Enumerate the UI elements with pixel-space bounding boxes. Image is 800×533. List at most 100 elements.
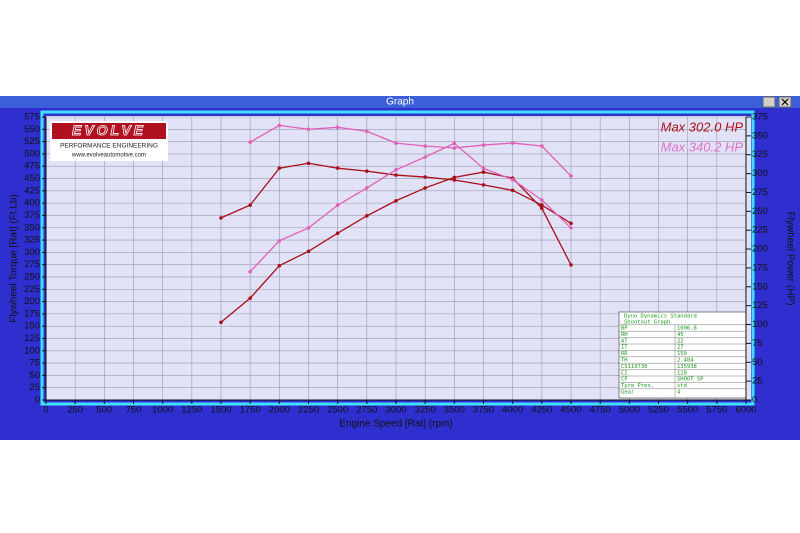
table-cell: CI bbox=[621, 370, 628, 376]
y2-tick-label: 0 bbox=[752, 395, 757, 406]
y-tick-label: 275 bbox=[24, 259, 40, 270]
point bbox=[394, 173, 398, 177]
table-cell: CS110730 bbox=[621, 364, 648, 370]
point bbox=[569, 263, 573, 267]
point bbox=[335, 203, 340, 208]
annotation: Max 302.0 HP bbox=[661, 119, 744, 134]
table-cell: 135938 bbox=[677, 364, 697, 370]
y-tick-label: 100 bbox=[24, 345, 40, 356]
y2-tick-label: 175 bbox=[752, 262, 768, 273]
point bbox=[540, 206, 544, 211]
point bbox=[365, 214, 369, 218]
point bbox=[219, 216, 223, 220]
logo-badge bbox=[52, 123, 166, 139]
y-tick-label: 450 bbox=[24, 173, 40, 184]
point bbox=[365, 169, 369, 173]
y-tick-label: 425 bbox=[24, 185, 40, 196]
point bbox=[219, 320, 223, 325]
table-cell: RH bbox=[621, 332, 628, 338]
y-tick-label: 350 bbox=[24, 222, 40, 233]
title-bar bbox=[0, 96, 800, 108]
x-tick-label: 750 bbox=[126, 405, 142, 416]
x-tick-label: 3500 bbox=[444, 405, 465, 416]
point bbox=[423, 144, 427, 148]
y2-tick-label: 350 bbox=[752, 130, 768, 141]
table-cell: std bbox=[677, 383, 687, 389]
y-tick-label: 575 bbox=[24, 112, 40, 123]
x-tick-label: 5000 bbox=[619, 405, 640, 416]
y-tick-label: 225 bbox=[24, 284, 40, 295]
restore-button[interactable] bbox=[762, 96, 776, 108]
y2-tick-label: 250 bbox=[752, 206, 768, 217]
point bbox=[510, 177, 515, 182]
y2-tick-label: 200 bbox=[752, 244, 768, 255]
table-cell: CF bbox=[621, 377, 628, 383]
table-cell: 1006.8 bbox=[677, 326, 697, 332]
logo-url: www.evolveautomotive.com bbox=[71, 153, 146, 159]
x-tick-label: 4500 bbox=[560, 405, 581, 416]
y-tick-label: 300 bbox=[24, 247, 40, 258]
x-tick-label: 3250 bbox=[415, 405, 436, 416]
y-tick-label: 200 bbox=[24, 296, 40, 307]
point bbox=[452, 141, 457, 146]
table-cell: TH bbox=[621, 358, 628, 364]
x-tick-label: 2750 bbox=[356, 405, 377, 416]
y-tick-label: 175 bbox=[24, 308, 40, 319]
table-title: Shootout Graph bbox=[624, 320, 670, 326]
x-tick-label: 2250 bbox=[298, 405, 319, 416]
y-tick-label: 250 bbox=[24, 271, 40, 282]
point bbox=[510, 188, 515, 193]
y-tick-label: 150 bbox=[24, 321, 40, 332]
point bbox=[540, 198, 544, 202]
table-cell: 150 bbox=[677, 351, 687, 357]
table-cell: Tyre Pres. bbox=[621, 383, 654, 389]
series-line bbox=[249, 142, 572, 273]
table-title: Dyno Dynamics Standard bbox=[624, 314, 697, 320]
annotation: Max 340.2 HP bbox=[661, 139, 744, 154]
y-tick-label: 475 bbox=[24, 161, 40, 172]
x-tick-label: 1000 bbox=[152, 405, 173, 416]
point bbox=[335, 125, 340, 130]
point bbox=[394, 168, 398, 172]
x-tick-label: 250 bbox=[67, 405, 83, 416]
x-tick-label: 4750 bbox=[590, 405, 611, 416]
plot-border bbox=[40, 110, 755, 406]
close-icon bbox=[781, 98, 789, 106]
point bbox=[365, 129, 369, 134]
table-cell: RR bbox=[621, 351, 628, 357]
table-cell: 45 bbox=[677, 332, 684, 338]
point bbox=[423, 175, 427, 179]
y-tick-label: 325 bbox=[24, 235, 40, 246]
point bbox=[248, 140, 252, 144]
x-tick-label: 4250 bbox=[531, 405, 552, 416]
y-tick-label: 25 bbox=[29, 382, 40, 393]
point bbox=[481, 166, 486, 171]
x-tick-label: 5250 bbox=[648, 405, 669, 416]
point bbox=[452, 146, 457, 150]
point bbox=[510, 141, 515, 145]
y-tick-label: 400 bbox=[24, 198, 40, 209]
logo: EVOLVE PERFORMANCE ENGINEERING www.evolv… bbox=[50, 121, 168, 161]
point bbox=[306, 226, 311, 230]
point bbox=[394, 198, 398, 203]
point bbox=[277, 123, 282, 128]
y-axis-title: Flywheel Torque [Rat] (Ft.Lb) bbox=[9, 194, 20, 323]
y2-tick-label: 100 bbox=[752, 319, 768, 330]
point bbox=[394, 141, 398, 145]
y2-tick-label: 75 bbox=[752, 338, 763, 349]
point bbox=[452, 175, 457, 180]
y-tick-label: 550 bbox=[24, 124, 40, 135]
point bbox=[248, 296, 252, 300]
x-tick-label: 6000 bbox=[735, 405, 756, 416]
point bbox=[540, 203, 544, 207]
table-cell: AT bbox=[621, 338, 628, 344]
point bbox=[248, 269, 252, 274]
point bbox=[277, 238, 282, 243]
y2-tick-label: 275 bbox=[752, 187, 768, 198]
x-axis-title: Engine Speed [Rat] (rpm) bbox=[339, 419, 452, 430]
x-tick-label: 2500 bbox=[327, 405, 348, 416]
y-tick-label: 75 bbox=[29, 358, 40, 369]
table-cell: Gear bbox=[621, 390, 635, 396]
